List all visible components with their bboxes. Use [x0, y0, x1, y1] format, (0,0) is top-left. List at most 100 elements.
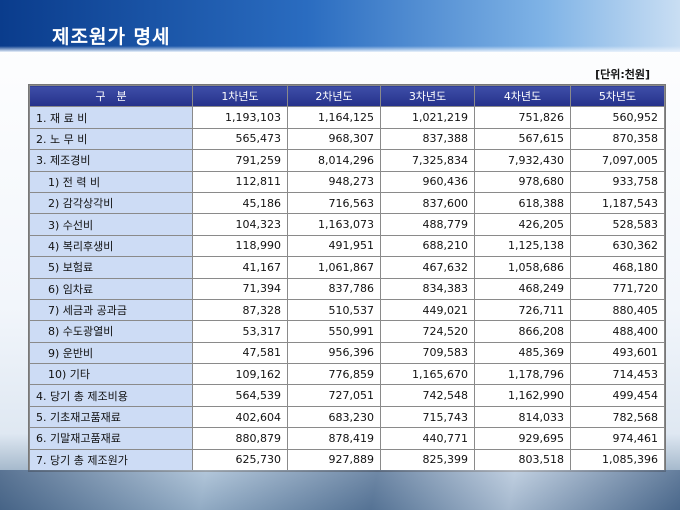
- cell-year-1: 880,879: [192, 427, 288, 450]
- cell-year-5: 468,180: [570, 256, 665, 279]
- cell-year-1: 41,167: [192, 256, 288, 279]
- cell-year-5: 528,583: [570, 213, 665, 236]
- cell-year-1: 71,394: [192, 277, 288, 300]
- cell-year-1: 109,162: [192, 363, 288, 386]
- cell-year-4: 726,711: [474, 298, 571, 322]
- cell-year-1: 112,811: [192, 170, 288, 193]
- cell-year-5: 1,187,543: [570, 191, 665, 215]
- row-label: 2. 노 무 비: [29, 127, 193, 151]
- column-header-category: 구 분: [29, 84, 193, 108]
- cell-year-3: 742,548: [380, 384, 475, 407]
- cell-year-5: 870,358: [570, 127, 665, 151]
- cell-year-2: 1,163,073: [287, 213, 381, 236]
- cell-year-5: 560,952: [570, 106, 665, 129]
- cell-year-2: 837,786: [287, 277, 381, 300]
- cell-year-4: 426,205: [474, 213, 571, 236]
- unit-label: [단위:천원]: [595, 68, 650, 81]
- cell-year-4: 751,826: [474, 106, 571, 129]
- cell-year-1: 402,604: [192, 405, 288, 429]
- cell-year-4: 468,249: [474, 277, 571, 300]
- cell-year-5: 499,454: [570, 384, 665, 407]
- row-label: 7. 당기 총 제조원가: [29, 448, 193, 472]
- row-label: 1. 재 료 비: [29, 106, 193, 129]
- cell-year-2: 878,419: [287, 427, 381, 450]
- cell-year-4: 1,178,796: [474, 363, 571, 386]
- cell-year-5: 933,758: [570, 170, 665, 193]
- cell-year-5: 630,362: [570, 234, 665, 258]
- cell-year-4: 803,518: [474, 448, 571, 472]
- cell-year-2: 968,307: [287, 127, 381, 151]
- table-row: 6) 임차료 71,394 837,786 834,383 468,249 771,720: [29, 277, 665, 300]
- cell-year-2: 1,164,125: [287, 106, 381, 129]
- cell-year-3: 1,021,219: [380, 106, 475, 129]
- cell-year-4: 978,680: [474, 170, 571, 193]
- table-row: 10) 기타 109,162 776,859 1,165,670 1,178,796 71…: [29, 363, 665, 386]
- cell-year-1: 1,193,103: [192, 106, 288, 129]
- table-row: 5. 기초재고품재료 402,604 683,230 715,743 814,033 78…: [29, 405, 665, 429]
- row-label: 6) 임차료: [29, 277, 193, 300]
- cell-year-5: 7,097,005: [570, 149, 665, 172]
- cell-year-4: 1,125,138: [474, 234, 571, 258]
- table-row: 2. 노 무 비 565,473 968,307 837,388 567,615 870,…: [29, 127, 665, 151]
- cell-year-1: 87,328: [192, 298, 288, 322]
- cell-year-3: 837,388: [380, 127, 475, 151]
- cell-year-2: 956,396: [287, 341, 381, 365]
- ice-background-decoration: [0, 470, 680, 510]
- cell-year-5: 880,405: [570, 298, 665, 322]
- cell-year-3: 688,210: [380, 234, 475, 258]
- table-row: 2) 감각상각비 45,186 716,563 837,600 618,388 1,187…: [29, 191, 665, 215]
- row-label: 1) 전 력 비: [29, 170, 193, 193]
- table-row: 5) 보험료 41,167 1,061,867 467,632 1,058,686 468…: [29, 256, 665, 279]
- cell-year-3: 467,632: [380, 256, 475, 279]
- cell-year-4: 1,058,686: [474, 256, 571, 279]
- cell-year-3: 449,021: [380, 298, 475, 322]
- cell-year-4: 618,388: [474, 191, 571, 215]
- table-row: 1) 전 력 비 112,811 948,273 960,436 978,680 933,…: [29, 170, 665, 193]
- table-row: 4) 복리후생비 118,990 491,951 688,210 1,125,138 63…: [29, 234, 665, 258]
- row-label: 7) 세금과 공과금: [29, 298, 193, 322]
- page-title: 제조원가 명세: [52, 26, 171, 48]
- cell-year-4: 567,615: [474, 127, 571, 151]
- cell-year-3: 960,436: [380, 170, 475, 193]
- cell-year-2: 8,014,296: [287, 149, 381, 172]
- cell-year-4: 814,033: [474, 405, 571, 429]
- cell-year-2: 776,859: [287, 363, 381, 386]
- row-label: 3) 수선비: [29, 213, 193, 236]
- title-bar: 제조원가 명세: [0, 0, 680, 52]
- table-row: 3) 수선비 104,323 1,163,073 488,779 426,205 528,…: [29, 213, 665, 236]
- row-label: 9) 운반비: [29, 341, 193, 365]
- cell-year-2: 550,991: [287, 320, 381, 343]
- table-row: 8) 수도광열비 53,317 550,991 724,520 866,208 488,4…: [29, 320, 665, 343]
- cell-year-2: 510,537: [287, 298, 381, 322]
- cell-year-3: 440,771: [380, 427, 475, 450]
- table-row: 4. 당기 총 제조비용 564,539 727,051 742,548 1,162,9…: [29, 384, 665, 407]
- cell-year-2: 491,951: [287, 234, 381, 258]
- table-row: 7. 당기 총 제조원가 625,730 927,889 825,399 803,518…: [29, 448, 665, 472]
- cell-year-5: 782,568: [570, 405, 665, 429]
- cell-year-2: 1,061,867: [287, 256, 381, 279]
- cell-year-1: 104,323: [192, 213, 288, 236]
- column-header-year-3: 3차년도: [380, 84, 475, 108]
- cell-year-3: 488,779: [380, 213, 475, 236]
- table-row: 1. 재 료 비 1,193,103 1,164,125 1,021,219 751,8…: [29, 106, 665, 129]
- cell-year-5: 488,400: [570, 320, 665, 343]
- cell-year-1: 45,186: [192, 191, 288, 215]
- cell-year-1: 625,730: [192, 448, 288, 472]
- cell-year-1: 791,259: [192, 149, 288, 172]
- table-row: 7) 세금과 공과금 87,328 510,537 449,021 726,711 880…: [29, 298, 665, 322]
- cell-year-3: 825,399: [380, 448, 475, 472]
- cell-year-5: 714,453: [570, 363, 665, 386]
- cell-year-3: 7,325,834: [380, 149, 475, 172]
- cell-year-5: 771,720: [570, 277, 665, 300]
- cell-year-4: 7,932,430: [474, 149, 571, 172]
- cell-year-3: 834,383: [380, 277, 475, 300]
- cell-year-3: 724,520: [380, 320, 475, 343]
- cell-year-4: 866,208: [474, 320, 571, 343]
- cell-year-2: 927,889: [287, 448, 381, 472]
- column-header-year-1: 1차년도: [192, 84, 288, 108]
- cell-year-5: 493,601: [570, 341, 665, 365]
- cell-year-1: 47,581: [192, 341, 288, 365]
- cell-year-3: 837,600: [380, 191, 475, 215]
- column-header-year-5: 5차년도: [570, 84, 665, 108]
- table-row: 3. 제조경비 791,259 8,014,296 7,325,834 7,932,43…: [29, 149, 665, 172]
